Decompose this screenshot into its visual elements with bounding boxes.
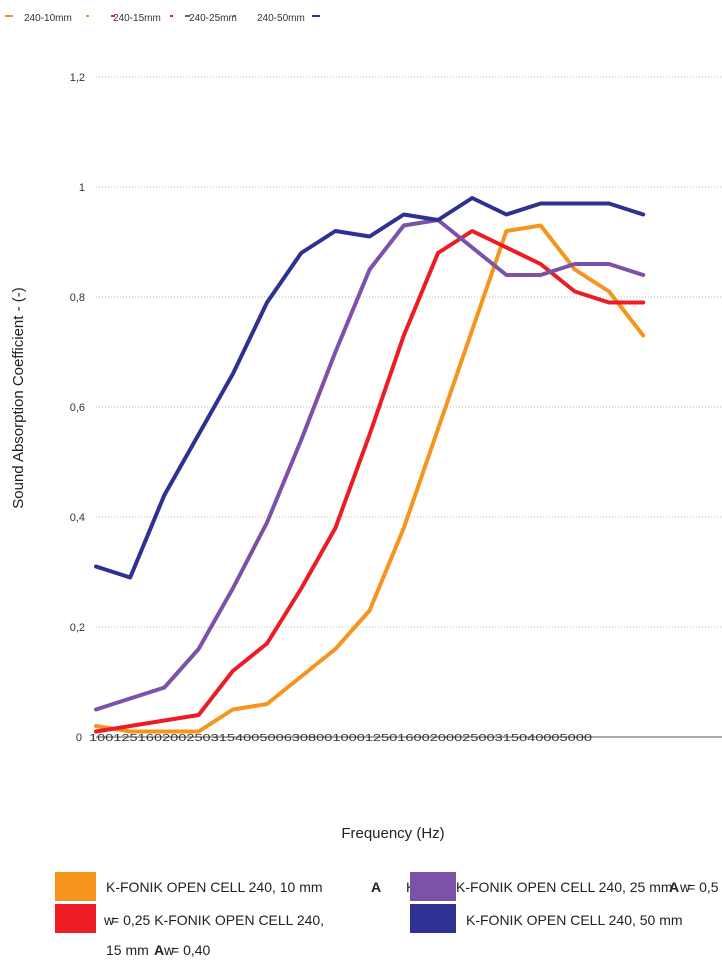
x-tick-label: 400 — [235, 733, 260, 744]
x-axis-ticks: 100 125 160 200 250 315 400 500 630 800 1000 1250 16… — [89, 733, 593, 744]
legend-swatch-50mm — [410, 904, 456, 933]
y-tick-label: 0,6 — [70, 402, 85, 414]
x-tick-label: 100 — [89, 733, 114, 744]
x-axis-label: Frequency (Hz) — [341, 825, 444, 842]
x-tick-label: 4000 — [527, 733, 560, 744]
legend-swatch-25mm — [410, 872, 456, 901]
bottom-legend: K-FONIK OPEN CELL 240, 10 mm A w = 0,25 … — [55, 872, 719, 958]
legend-label-15mm-line2: 15 mm — [106, 942, 149, 958]
series-line-240-10mm — [94, 223, 646, 734]
x-tick-label: 800 — [308, 733, 333, 744]
y-tick-label: 0 — [76, 732, 82, 744]
series-line-240-50mm — [94, 196, 646, 580]
x-tick-label: 3150 — [495, 733, 528, 744]
x-tick-label: 125 — [113, 733, 138, 744]
x-tick-label: 500 — [259, 733, 284, 744]
legend-swatch-15mm — [55, 904, 96, 933]
y-tick-label: 0,8 — [70, 292, 85, 304]
y-tick-label: 0,2 — [70, 622, 85, 634]
top-legend-label: 240-10mm — [24, 13, 72, 24]
y-axis-label: Sound Absorption Coefficient - (-) — [10, 287, 27, 509]
y-tick-label: 1,2 — [70, 72, 85, 84]
x-tick-label: 2000 — [430, 733, 463, 744]
top-legend-label: 240-50mm — [257, 13, 305, 24]
x-tick-label: 1600 — [397, 733, 430, 744]
top-legend: 240-10mm 240-15mm 240-25mm 240-50mm — [5, 13, 320, 24]
legend-label-10mm-suffix: A — [371, 879, 381, 895]
x-tick-label: 5000 — [560, 733, 593, 744]
legend-label-10mm: K-FONIK OPEN CELL 240, 10 mm — [106, 879, 323, 895]
legend-label-15mm-line2-suffix: A — [154, 942, 164, 958]
x-tick-label: 315 — [211, 733, 236, 744]
legend-label-25mm-value: = 0,5 — [687, 879, 719, 895]
x-tick-label: 160 — [138, 733, 163, 744]
x-tick-label: 630 — [284, 733, 309, 744]
y-tick-label: 0,4 — [70, 512, 85, 524]
series-lines — [94, 196, 646, 734]
x-tick-label: 200 — [162, 733, 187, 744]
top-legend-label: 240-15mm — [113, 13, 161, 24]
legend-label-15mm-line2-value: = 0,40 — [171, 942, 211, 958]
legend-label-25mm-sub: w — [679, 879, 691, 895]
x-tick-label: 1250 — [365, 733, 398, 744]
top-legend-label: 240-25mm — [189, 13, 237, 24]
legend-label-25mm: K-FONIK OPEN CELL 240, 25 mm — [456, 879, 673, 895]
legend-label-15mm: = 0,25 K-FONIK OPEN CELL 240, — [111, 912, 324, 928]
x-tick-labels: 100 125 160 200 250 315 400 500 630 800 1000 1250 16… — [89, 733, 593, 744]
legend-swatch-10mm — [55, 872, 96, 901]
legend-label-15mm-line2-sub: w — [163, 942, 175, 958]
x-tick-label: 250 — [186, 733, 211, 744]
y-axis-ticks: 0,2 0,4 0,6 0,8 1 1,2 0 — [70, 72, 85, 744]
legend-label-25mm-suffix: A — [669, 879, 679, 895]
series-line-240-15mm — [94, 229, 646, 734]
series-line-240-25mm — [94, 218, 646, 712]
x-tick-label: 1000 — [332, 733, 365, 744]
y-tick-label: 1 — [79, 182, 85, 194]
x-tick-label: 2500 — [462, 733, 495, 744]
legend-label-15mm-sub: w — [103, 912, 115, 928]
legend-label-50mm: K-FONIK OPEN CELL 240, 50 mm — [466, 912, 683, 928]
gridlines — [96, 76, 722, 738]
